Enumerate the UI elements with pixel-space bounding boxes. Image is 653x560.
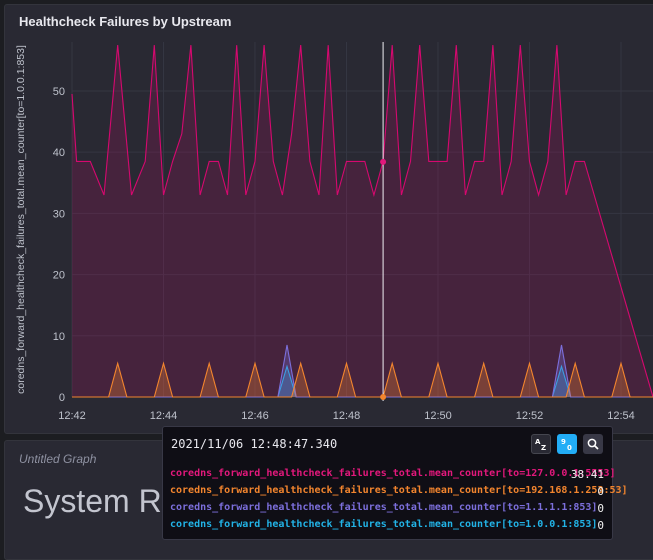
- svg-text:0: 0: [567, 444, 572, 451]
- panel-title: Healthcheck Failures by Upstream: [19, 14, 232, 29]
- svg-text:A: A: [535, 438, 541, 446]
- y-tick-label: 50: [53, 86, 65, 98]
- tooltip-row: coredns_forward_healthcheck_failures_tot…: [170, 485, 628, 499]
- y-tick-label: 40: [53, 147, 65, 159]
- tooltip-row: coredns_forward_healthcheck_failures_tot…: [170, 468, 616, 482]
- sort-numeric-button[interactable]: 9 0: [557, 434, 577, 454]
- y-tick-label: 20: [53, 270, 65, 282]
- tooltip-series-name: coredns_forward_healthcheck_failures_tot…: [170, 519, 598, 530]
- x-tick-label: 12:42: [58, 410, 86, 422]
- hover-point-zero: [380, 394, 387, 400]
- panel-title-untitled: Untitled Graph: [19, 452, 97, 466]
- graph-panel: Healthcheck Failures by Upstream: [4, 4, 653, 434]
- x-tick-label: 12:46: [241, 410, 269, 422]
- x-tick-label: 12:54: [607, 410, 635, 422]
- x-tick-label: 12:50: [424, 410, 452, 422]
- tooltip-series-value: 38.41: [570, 468, 604, 481]
- y-axis-label: coredns_forward_healthcheck_failures_tot…: [15, 45, 27, 394]
- sort-numeric-icon: 9 0: [561, 438, 572, 451]
- x-tick-label: 12:52: [516, 410, 544, 422]
- x-tick-label: 12:48: [333, 410, 361, 422]
- tooltip-timestamp: 2021/11/06 12:48:47.340: [171, 437, 338, 451]
- search-icon: [587, 438, 599, 450]
- series-192-168-1-253-line: [72, 361, 653, 398]
- y-tick-label: 30: [53, 208, 65, 220]
- series-line-127-0-0-1: [71, 45, 653, 398]
- tooltip-series-name: coredns_forward_healthcheck_failures_tot…: [170, 502, 598, 513]
- tooltip-series-name: coredns_forward_healthcheck_failures_tot…: [170, 485, 628, 496]
- sort-alpha-button[interactable]: A Z: [531, 434, 551, 454]
- tooltip-series-name: coredns_forward_healthcheck_failures_tot…: [170, 468, 616, 479]
- svg-text:Z: Z: [541, 444, 546, 451]
- tooltip-row: coredns_forward_healthcheck_failures_tot…: [170, 519, 608, 533]
- sort-alpha-icon: A Z: [535, 438, 546, 451]
- svg-text:9: 9: [561, 438, 566, 446]
- hover-point: [380, 158, 387, 165]
- tooltip-row: coredns_forward_healthcheck_failures_tot…: [170, 502, 608, 516]
- series-area-127-0-0-1: [72, 45, 653, 397]
- y-tick-label: 0: [59, 392, 65, 404]
- tooltip-search-button[interactable]: [583, 434, 603, 454]
- line-graph[interactable]: 0 10 20 30 40 50 12:42 12:44 12:46 12:48 12:50 12:5…: [0, 0, 653, 434]
- tooltip-series-value: 0: [597, 519, 604, 532]
- tooltip-series-value: 0: [597, 485, 604, 498]
- x-tick-label: 12:44: [150, 410, 178, 422]
- tooltip-series-value: 0: [597, 502, 604, 515]
- single-stat-text: System Re: [23, 483, 180, 519]
- hover-tooltip: 2021/11/06 12:48:47.340 A Z 9 0 coredns_…: [162, 426, 628, 540]
- y-tick-label: 10: [53, 331, 65, 343]
